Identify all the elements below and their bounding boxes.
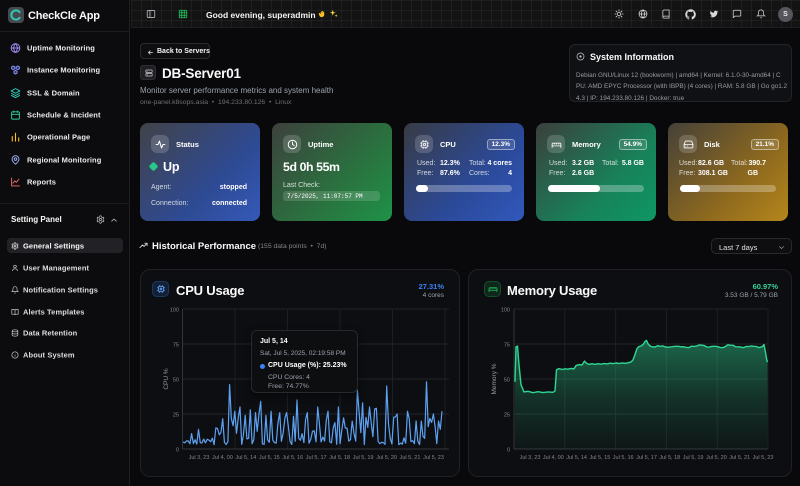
svg-text:Jul 4, 00: Jul 4, 00 — [212, 455, 233, 461]
svg-text:Jul 3, 23: Jul 3, 23 — [189, 455, 210, 461]
svg-text:Jul 5, 20: Jul 5, 20 — [706, 455, 727, 461]
svg-text:Jul 5, 14: Jul 5, 14 — [236, 455, 257, 461]
svg-text:50: 50 — [504, 378, 510, 384]
svg-text:Jul 5, 16: Jul 5, 16 — [613, 455, 634, 461]
svg-text:Jul 3, 23: Jul 3, 23 — [520, 455, 541, 461]
svg-text:CPU %: CPU % — [163, 368, 170, 390]
svg-text:100: 100 — [501, 308, 510, 314]
svg-text:Jul 5, 20: Jul 5, 20 — [376, 455, 397, 461]
svg-text:Jul 5, 18: Jul 5, 18 — [659, 455, 680, 461]
svg-text:Jul 5, 18: Jul 5, 18 — [329, 455, 350, 461]
svg-text:75: 75 — [173, 343, 179, 349]
svg-text:25: 25 — [504, 413, 510, 419]
svg-text:0: 0 — [176, 448, 179, 454]
svg-text:Jul 5, 17: Jul 5, 17 — [636, 455, 657, 461]
svg-text:Jul 5, 17: Jul 5, 17 — [306, 455, 327, 461]
svg-text:Jul 5, 21: Jul 5, 21 — [400, 455, 421, 461]
svg-text:75: 75 — [504, 343, 510, 349]
svg-text:Jul 5, 23: Jul 5, 23 — [423, 455, 444, 461]
svg-text:Jul 4, 00: Jul 4, 00 — [543, 455, 564, 461]
svg-text:Jul 5, 21: Jul 5, 21 — [729, 455, 750, 461]
svg-text:Jul 5, 23: Jul 5, 23 — [753, 455, 774, 461]
svg-text:Jul 5, 19: Jul 5, 19 — [353, 455, 374, 461]
svg-text:50: 50 — [173, 378, 179, 384]
svg-text:25: 25 — [173, 413, 179, 419]
svg-text:Jul 5, 16: Jul 5, 16 — [282, 455, 303, 461]
svg-text:100: 100 — [170, 308, 179, 314]
svg-text:Jul 5, 15: Jul 5, 15 — [259, 455, 280, 461]
svg-text:Jul 5, 19: Jul 5, 19 — [683, 455, 704, 461]
svg-text:Jul 5, 14: Jul 5, 14 — [566, 455, 587, 461]
svg-text:0: 0 — [507, 448, 510, 454]
svg-text:Jul 5, 15: Jul 5, 15 — [590, 455, 611, 461]
svg-text:Memory %: Memory % — [491, 363, 498, 394]
